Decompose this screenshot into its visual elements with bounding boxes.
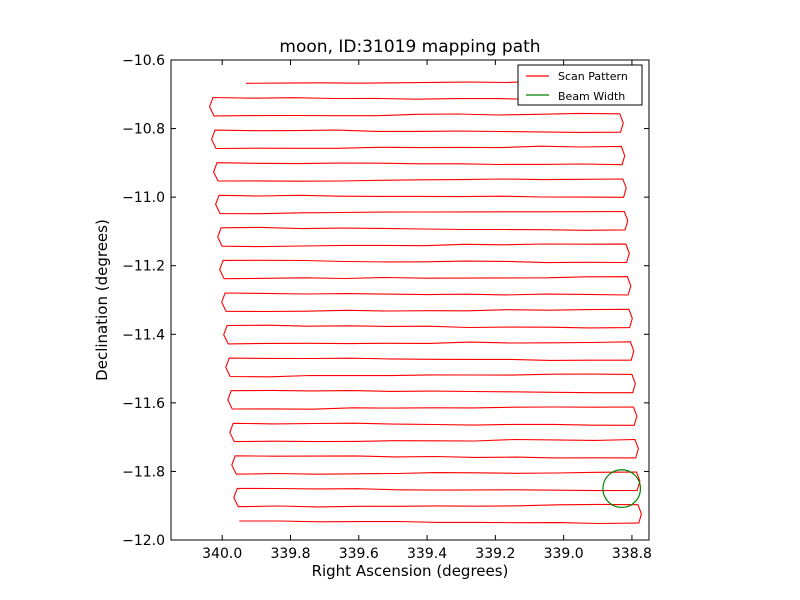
x-tick-label: 340.0 bbox=[202, 546, 242, 562]
y-tick-label: −11.0 bbox=[122, 190, 165, 206]
legend-label-scan-pattern: Scan Pattern bbox=[558, 70, 628, 83]
y-axis-label: Declination (degrees) bbox=[93, 219, 111, 381]
y-tick-label: −11.6 bbox=[122, 396, 165, 412]
scan-pattern-series bbox=[209, 80, 642, 525]
legend: Scan Pattern Beam Width bbox=[517, 64, 643, 106]
x-tick-label: 338.8 bbox=[612, 546, 652, 562]
beam-width-circle bbox=[602, 469, 642, 509]
scan-pattern-line bbox=[209, 80, 642, 525]
y-axis-ticks: −10.6 −10.8 −11.0 −11.2 −11.4 −11.6 −11.8 −12.0 bbox=[122, 53, 649, 549]
x-tick-label: 339.6 bbox=[339, 546, 379, 562]
x-tick-label: 339.2 bbox=[475, 546, 515, 562]
legend-box bbox=[517, 64, 643, 106]
x-tick-label: 339.0 bbox=[544, 546, 584, 562]
plot-frame bbox=[170, 59, 650, 541]
y-tick-label: −11.2 bbox=[122, 259, 165, 275]
y-tick-label: −10.6 bbox=[122, 53, 165, 69]
legend-label-beam-width: Beam Width bbox=[558, 90, 625, 103]
chart-title: moon, ID:31019 mapping path bbox=[279, 37, 540, 57]
y-tick-label: −12.0 bbox=[122, 533, 165, 549]
x-axis-label: Right Ascension (degrees) bbox=[312, 562, 509, 580]
x-tick-label: 339.4 bbox=[407, 546, 447, 562]
plot-area bbox=[170, 59, 650, 541]
y-tick-label: −11.8 bbox=[122, 464, 165, 480]
beam-width-series bbox=[602, 469, 642, 509]
x-axis-ticks: 340.0 339.8 339.6 339.4 339.2 339.0 338.8 bbox=[202, 60, 652, 562]
y-tick-label: −10.8 bbox=[122, 122, 165, 138]
x-tick-label: 339.8 bbox=[270, 546, 310, 562]
y-tick-label: −11.4 bbox=[122, 327, 165, 343]
